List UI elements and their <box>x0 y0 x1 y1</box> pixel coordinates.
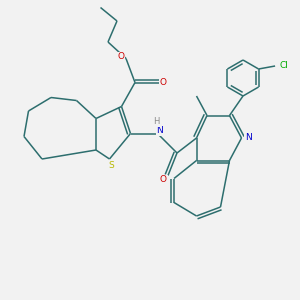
Text: O: O <box>160 78 167 87</box>
Text: S: S <box>108 160 114 169</box>
Text: Cl: Cl <box>279 61 288 70</box>
Text: H: H <box>153 117 159 126</box>
Text: N: N <box>245 134 251 142</box>
Text: N: N <box>157 126 163 135</box>
Text: O: O <box>117 52 124 62</box>
Text: O: O <box>160 176 167 184</box>
